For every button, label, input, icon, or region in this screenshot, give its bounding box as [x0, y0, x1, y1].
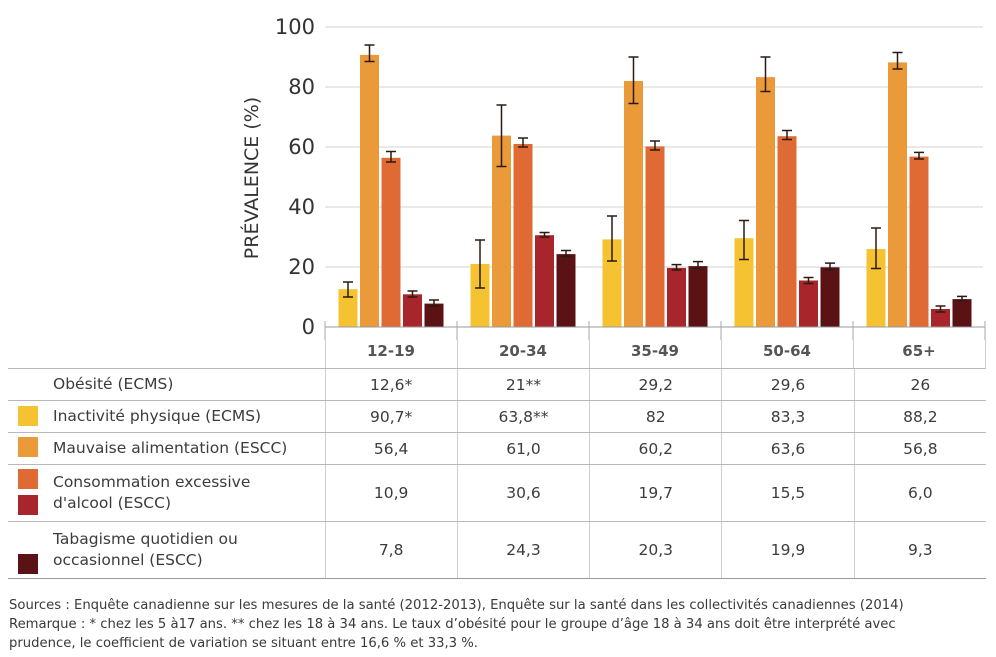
column-header: 50-64 — [763, 342, 811, 360]
y-axis-label: PRÉVALENCE (%) — [240, 97, 263, 259]
table-cell: 19,7 — [589, 464, 722, 522]
data-table: Obésité (ECMS) 12,6* 21** 29,2 29,6 26 Inactiv… — [8, 368, 986, 579]
row-label-line: d'alcool (ESCC) — [53, 494, 171, 512]
row-label: Obésité (ECMS) — [8, 368, 325, 401]
row-label-line: Consommation excessive — [53, 473, 251, 491]
bar — [799, 280, 818, 327]
bars — [338, 54, 972, 328]
bar — [513, 144, 533, 327]
remark-note-continued: prudence, le coefficient de variation se… — [9, 636, 478, 651]
bar — [688, 266, 708, 327]
header-separator — [589, 334, 590, 368]
legend-swatch — [18, 495, 38, 515]
bar-chart: 0 20 40 60 80 100 PRÉVALENCE (%) — [240, 15, 986, 340]
y-tick-label: 100 — [275, 15, 315, 39]
bar — [624, 81, 643, 327]
header-separator — [985, 334, 986, 368]
table-cell: 63,6 — [721, 432, 855, 465]
table-cell: 6,0 — [853, 464, 986, 522]
table-cell: 30,6 — [456, 464, 590, 522]
row-label-line: occasionnel (ESCC) — [53, 551, 203, 569]
bar — [909, 156, 929, 327]
bar — [888, 62, 907, 328]
table-row: Inactivité physique (ECMS) 90,7* 63,8** 82 8… — [8, 400, 986, 433]
table-cell: 88,2 — [853, 400, 986, 433]
header-separator — [853, 334, 854, 368]
bar — [338, 289, 358, 327]
table-cell: 61,0 — [456, 432, 590, 465]
bar — [777, 136, 797, 327]
bar — [734, 238, 754, 327]
table-cell: 63,8** — [456, 400, 590, 433]
table-cell: 21** — [456, 368, 590, 401]
table-cell: 29,6 — [721, 368, 855, 401]
table-cell: 56,4 — [324, 432, 458, 465]
legend-swatch — [18, 437, 38, 457]
table-cell: 26 — [853, 368, 986, 401]
header-separator — [325, 334, 326, 368]
bar — [931, 309, 950, 327]
header-separator — [457, 334, 458, 368]
notes: Sources : Enquête canadienne sur les mes… — [9, 596, 989, 653]
bar — [403, 294, 422, 327]
bar — [952, 299, 972, 327]
bar — [556, 254, 576, 327]
bar — [492, 135, 511, 327]
table-row: Tabagisme quotidien ou occasionnel (ESCC)… — [8, 521, 986, 579]
row-label: Consommation excessive d'alcool (ESCC) — [8, 464, 325, 522]
y-tick-label: 40 — [288, 195, 315, 219]
legend-swatch — [18, 406, 38, 426]
bar — [424, 303, 444, 327]
table-cell: 90,7* — [324, 400, 458, 433]
table-cell: 56,8 — [853, 432, 986, 465]
row-label: Inactivité physique (ECMS) — [8, 400, 325, 433]
table-cell: 19,9 — [721, 521, 855, 579]
bar — [820, 267, 840, 327]
y-axis-ticks: 0 20 40 60 80 100 — [275, 15, 315, 339]
y-tick-label: 20 — [288, 255, 315, 279]
table-cell: 83,3 — [721, 400, 855, 433]
row-label-line: Inactivité physique (ECMS) — [53, 407, 262, 425]
bar — [667, 267, 686, 327]
table-cell: 9,3 — [853, 521, 986, 579]
error-bars — [343, 44, 967, 313]
bar — [756, 77, 775, 327]
legend-swatch — [18, 469, 38, 489]
table-cell: 7,8 — [324, 521, 458, 579]
row-label-line: Mauvaise alimentation (ESCC) — [53, 439, 288, 457]
table-cell: 15,5 — [721, 464, 855, 522]
bar — [470, 264, 490, 327]
column-header: 20-34 — [499, 342, 547, 360]
column-header: 35-49 — [631, 342, 679, 360]
bar — [381, 157, 401, 327]
column-header: 65+ — [902, 342, 936, 360]
row-label-line: Obésité (ECMS) — [53, 375, 174, 393]
bar — [645, 146, 665, 327]
bar — [535, 235, 554, 327]
header-separator — [721, 334, 722, 368]
table-cell: 82 — [589, 400, 722, 433]
row-label: Mauvaise alimentation (ESCC) — [8, 432, 325, 465]
y-tick-label: 80 — [288, 75, 315, 99]
table-cell: 29,2 — [589, 368, 722, 401]
table-cell: 10,9 — [324, 464, 458, 522]
y-tick-label: 0 — [302, 315, 315, 339]
row-label-line: Tabagisme quotidien ou — [53, 530, 238, 548]
table-cell: 60,2 — [589, 432, 722, 465]
table-row: Obésité (ECMS) 12,6* 21** 29,2 29,6 26 — [8, 368, 986, 401]
table-row: Consommation excessive d'alcool (ESCC) 10,… — [8, 464, 986, 522]
legend-swatch — [18, 554, 38, 574]
column-header: 12-19 — [367, 342, 415, 360]
y-tick-label: 60 — [288, 135, 315, 159]
bar — [360, 54, 379, 328]
table-cell: 20,3 — [589, 521, 722, 579]
table-cell: 12,6* — [324, 368, 458, 401]
row-label: Tabagisme quotidien ou occasionnel (ESCC) — [8, 521, 325, 579]
remark-note: Remarque : * chez les 5 à17 ans. ** chez… — [9, 617, 896, 632]
sources-note: Sources : Enquête canadienne sur les mes… — [9, 598, 904, 613]
table-cell: 24,3 — [456, 521, 590, 579]
table-row: Mauvaise alimentation (ESCC) 56,4 61,0 60,2… — [8, 432, 986, 465]
